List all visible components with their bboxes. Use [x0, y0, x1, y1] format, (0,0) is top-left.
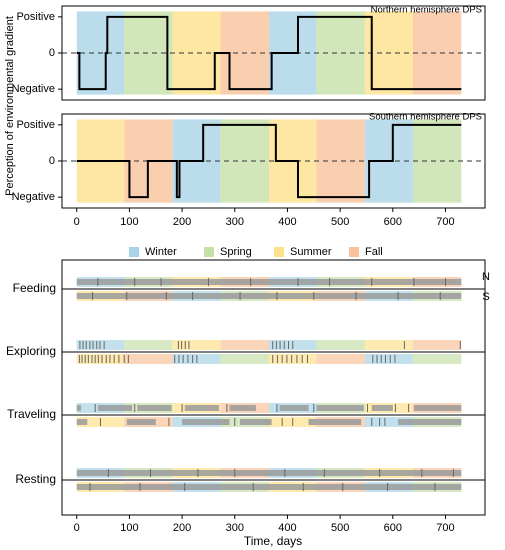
behavior-interval	[97, 405, 133, 411]
season-band	[364, 417, 413, 427]
behavior-interval	[371, 405, 393, 411]
season-band	[76, 340, 125, 350]
season-band	[364, 354, 413, 364]
season-band	[220, 340, 270, 350]
perception-line	[76, 123, 462, 199]
legend-swatch	[204, 247, 214, 257]
season-band	[316, 340, 365, 350]
behavior-interval	[76, 470, 462, 476]
x-tick-label: 600	[384, 216, 402, 228]
behavior-interval	[413, 405, 462, 411]
y-tick-label: Positive	[16, 119, 55, 131]
season-band	[412, 354, 462, 364]
behavior-interval	[76, 419, 88, 425]
behavior-interval	[76, 484, 462, 490]
season-band	[412, 11, 462, 95]
behavior-interval	[279, 405, 309, 411]
x-tick-label: 200	[173, 522, 191, 534]
season-band	[316, 354, 365, 364]
season-band	[172, 340, 221, 350]
row-label: Traveling	[7, 407, 56, 421]
x-tick-label: 600	[384, 522, 402, 534]
behavior-interval	[76, 293, 462, 299]
row-label: Resting	[15, 472, 56, 486]
y-tick-label: Negative	[12, 83, 55, 95]
y-tick-label: 0	[49, 47, 55, 59]
x-tick-label: 300	[226, 522, 244, 534]
legend-swatch	[349, 247, 359, 257]
season-band	[269, 354, 317, 364]
behavior-interval	[229, 405, 256, 411]
season-band	[220, 354, 270, 364]
x-tick-label: 400	[278, 522, 296, 534]
behavior-interval	[76, 279, 462, 285]
legend-swatch	[129, 247, 139, 257]
season-band	[76, 354, 125, 364]
behavior-interval	[308, 419, 362, 425]
x-tick-label: 0	[74, 522, 80, 534]
row-label: Feeding	[13, 281, 56, 295]
north-title: Northern hemisphere DPS	[371, 5, 482, 16]
y-tick-label: Negative	[12, 191, 55, 203]
legend-label: Summer	[290, 246, 332, 258]
row-label: Exploring	[6, 344, 56, 358]
behavior-interval	[182, 419, 230, 425]
behavior-interval	[398, 419, 462, 425]
x-tick-label: 700	[436, 216, 454, 228]
behavior-interval	[184, 405, 219, 411]
x-tick-label: 300	[226, 216, 244, 228]
season-band	[364, 340, 413, 350]
perception-line	[76, 15, 462, 91]
x-tick-label: 400	[278, 216, 296, 228]
x-axis-label: Time, days	[244, 534, 302, 548]
x-tick-label: 700	[436, 522, 454, 534]
panel-frame	[61, 5, 486, 101]
hemisphere-label: N	[482, 271, 490, 283]
x-tick-label: 100	[120, 216, 138, 228]
legend-label: Spring	[220, 246, 252, 258]
panel-frame	[61, 113, 486, 209]
x-tick-label: 200	[173, 216, 191, 228]
behavior-interval	[240, 419, 272, 425]
season-band	[412, 340, 462, 350]
season-band	[124, 354, 173, 364]
season-band	[412, 119, 462, 203]
legend-label: Winter	[145, 246, 177, 258]
legend-label: Fall	[365, 246, 383, 258]
y-axis-label: Perception of environmental gradient	[4, 16, 16, 196]
panel-frame	[61, 259, 486, 516]
x-tick-label: 500	[331, 522, 349, 534]
x-tick-label: 100	[120, 522, 138, 534]
y-tick-label: 0	[49, 155, 55, 167]
behavior-interval	[126, 419, 156, 425]
legend-swatch	[274, 247, 284, 257]
x-tick-label: 500	[331, 216, 349, 228]
y-tick-label: Positive	[16, 11, 55, 23]
behavior-interval	[137, 405, 172, 411]
x-tick-label: 0	[74, 216, 80, 228]
season-band	[124, 340, 173, 350]
behavior-interval	[76, 405, 81, 411]
south-title: Southern hemisphere DPS	[369, 112, 482, 123]
hemisphere-label: S	[482, 291, 489, 303]
behavior-interval	[316, 405, 364, 411]
